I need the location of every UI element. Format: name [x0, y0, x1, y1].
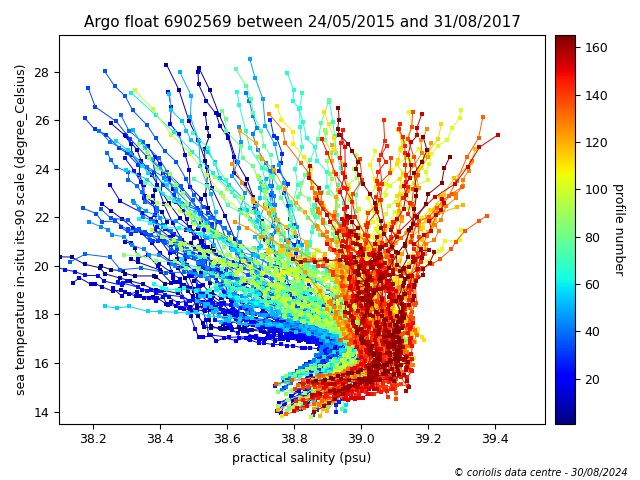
Text: © coriolis data centre - 30/08/2024: © coriolis data centre - 30/08/2024 — [454, 468, 627, 478]
Y-axis label: sea temperature in-situ its-90 scale (degree_Celsius): sea temperature in-situ its-90 scale (de… — [15, 64, 28, 395]
Y-axis label: profile number: profile number — [612, 183, 625, 276]
Title: Argo float 6902569 between 24/05/2015 and 31/08/2017: Argo float 6902569 between 24/05/2015 an… — [83, 15, 520, 30]
X-axis label: practical salinity (psu): practical salinity (psu) — [232, 452, 372, 465]
